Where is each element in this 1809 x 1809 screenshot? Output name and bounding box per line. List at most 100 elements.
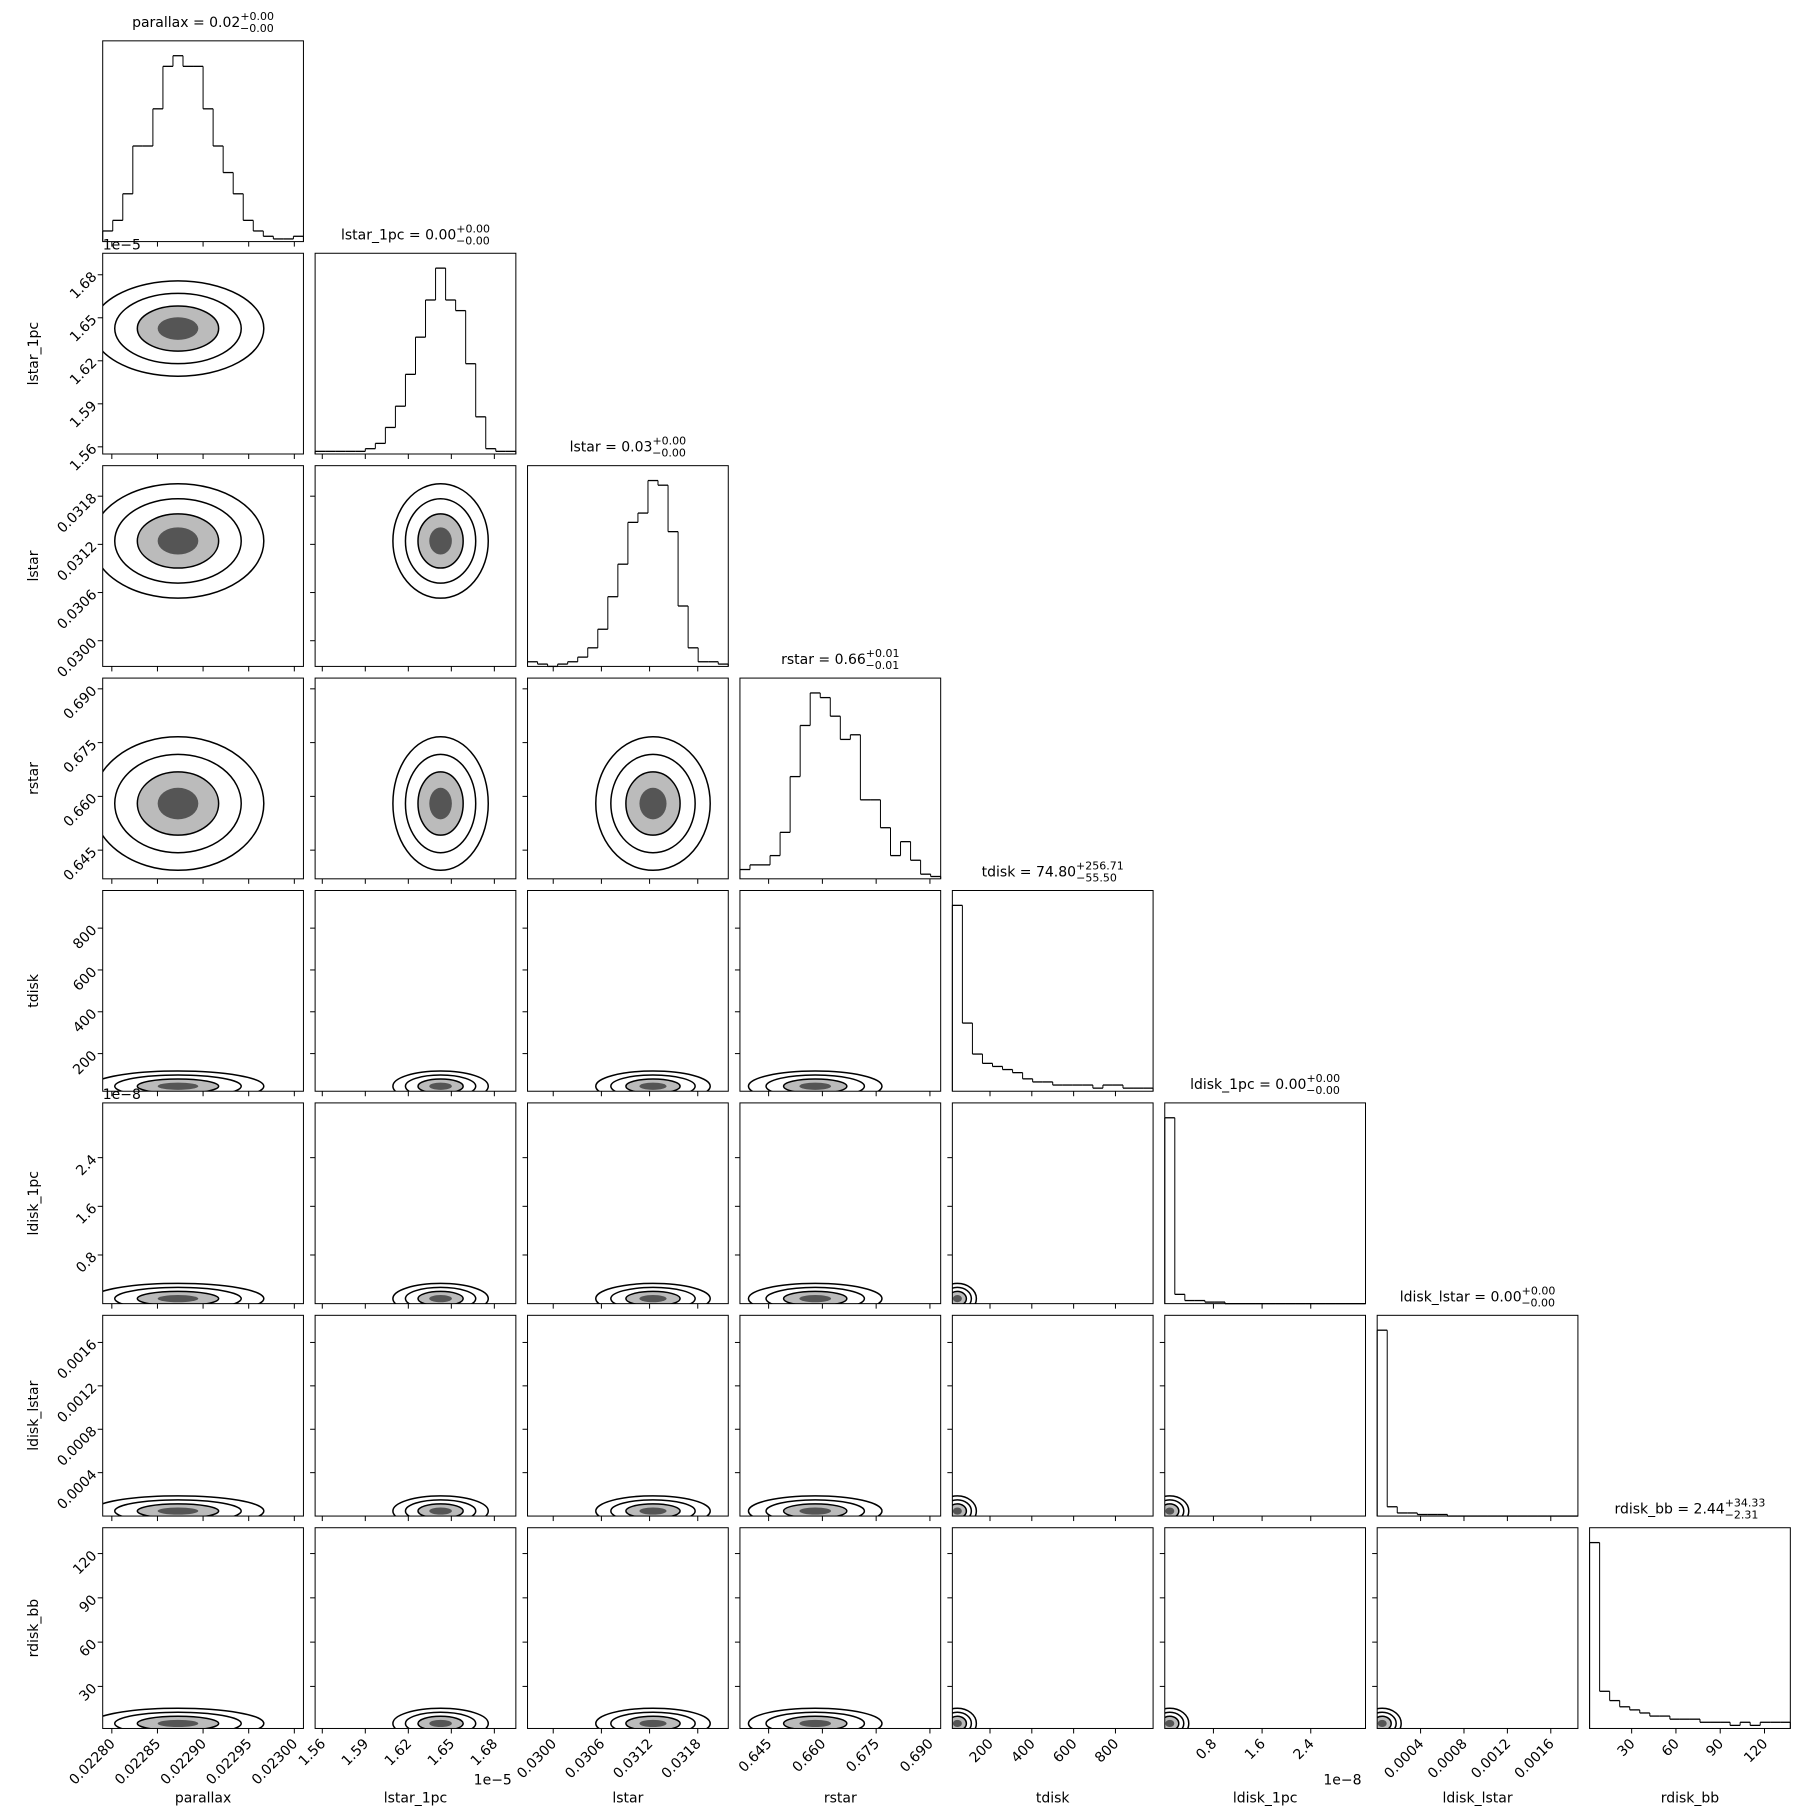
- panel: lstar_1pc = 0.00+0.00 −0.00: [314, 222, 517, 460]
- x-tick-label: 0.0008: [1425, 1736, 1471, 1782]
- density: [102, 483, 265, 599]
- x-tick-label: 800: [1092, 1736, 1122, 1766]
- title-upper: +0.00: [456, 222, 490, 235]
- contour: [782, 1503, 848, 1517]
- x-axis-label: parallax: [175, 1790, 231, 1806]
- panel: [734, 1314, 942, 1522]
- panel-frame: [1376, 1527, 1579, 1729]
- y-tick-label: 800: [70, 922, 100, 952]
- contour: [625, 771, 681, 836]
- density-core: [157, 1719, 199, 1728]
- y-tick-label: 1.56: [67, 441, 100, 474]
- y-tick-label: 120: [70, 1548, 100, 1578]
- y-tick-label: 0.0318: [54, 491, 100, 537]
- contour: [417, 1290, 464, 1304]
- density: [747, 1282, 883, 1304]
- contour: [114, 1499, 242, 1517]
- y-axis-label: rstar: [26, 762, 42, 795]
- contour: [114, 1286, 242, 1304]
- density-core: [639, 1719, 667, 1728]
- contour: [1164, 1715, 1180, 1729]
- density-core: [429, 787, 452, 820]
- density: [392, 736, 490, 872]
- x-axis-label: ldisk_1pc: [1233, 1790, 1298, 1806]
- panel-frame: [951, 1314, 1154, 1517]
- panel-frame: [314, 252, 517, 455]
- contour: [625, 1503, 681, 1517]
- x-tick-label: 0.0004: [1381, 1736, 1427, 1782]
- x-tick-label: 0.0318: [659, 1736, 705, 1782]
- panel-frame: [314, 465, 517, 667]
- title-lower: −2.31: [1725, 1509, 1759, 1522]
- contour: [417, 513, 464, 569]
- contour: [417, 1078, 464, 1092]
- x-axis-label: lstar: [612, 1790, 643, 1806]
- x-tick-label: 0.02290: [158, 1736, 210, 1788]
- x-tick-label: 0.0300: [514, 1736, 560, 1782]
- x-tick-label: 1.6: [1242, 1736, 1269, 1763]
- contour: [113, 753, 242, 854]
- panel-title: parallax = 0.02+0.00 −0.00: [132, 10, 274, 35]
- y-tick-label: 0.0312: [54, 539, 100, 585]
- contour: [747, 1495, 883, 1517]
- density-core: [1165, 1507, 1175, 1515]
- panel: 200 400 600 800: [947, 1527, 1154, 1766]
- density: [747, 1707, 883, 1729]
- contour: [595, 1282, 711, 1304]
- contour: [114, 1074, 242, 1092]
- title-upper: +256.71: [1076, 859, 1124, 872]
- contour: [765, 1499, 866, 1517]
- contour: [392, 1707, 489, 1729]
- panel: [522, 1102, 729, 1309]
- density-core: [1165, 1719, 1175, 1728]
- density-core: [799, 1082, 832, 1090]
- y-offset: 1e−8: [103, 1087, 141, 1103]
- title-main: rdisk_bb = 2.44: [1614, 1502, 1724, 1518]
- title-main: parallax = 0.02: [132, 15, 240, 31]
- contour: [1164, 1503, 1180, 1517]
- contour: [782, 1078, 848, 1092]
- panel-frame: [527, 1527, 729, 1729]
- title-upper: +0.00: [1522, 1284, 1556, 1297]
- title-lower: −0.00: [456, 234, 490, 247]
- panel: 30 60 90 120 0.022800.022850.022900.022950.0…: [66, 1527, 304, 1788]
- panel-frame: [102, 677, 304, 880]
- panel: [310, 1314, 517, 1522]
- x-tick-label: 60: [1659, 1736, 1683, 1760]
- y-axis-label: lstar: [26, 550, 42, 581]
- density-core: [157, 787, 199, 820]
- panel-frame: [102, 1102, 304, 1305]
- density: [747, 1495, 883, 1517]
- panel: [310, 677, 517, 884]
- title-upper: +0.00: [652, 435, 686, 448]
- contour: [1164, 1495, 1190, 1517]
- title-lower: −0.00: [240, 22, 274, 35]
- panel-frame: [314, 1527, 517, 1729]
- x-tick-label: 1.62: [382, 1736, 415, 1769]
- contour: [102, 1495, 265, 1517]
- density-core: [157, 1295, 199, 1303]
- contour: [102, 280, 265, 377]
- contour: [765, 1074, 866, 1092]
- title-upper: +0.01: [866, 647, 900, 660]
- panel-frame: [527, 465, 729, 667]
- contour: [392, 1282, 489, 1304]
- contour: [1377, 1715, 1392, 1729]
- x-tick-label: 0.0306: [562, 1736, 608, 1782]
- title-main: rstar = 0.66: [781, 652, 866, 668]
- panel: lstar = 0.03+0.00 −0.00: [527, 435, 729, 672]
- density-core: [952, 1719, 962, 1728]
- panel-frame: [739, 1314, 942, 1517]
- panel-frame: [102, 1314, 304, 1517]
- x-axis-label: rstar: [824, 1790, 857, 1806]
- x-tick-label: 400: [1008, 1736, 1038, 1766]
- title-main: ldisk_1pc = 0.00: [1190, 1077, 1306, 1093]
- density: [952, 1707, 978, 1729]
- contour: [952, 1282, 978, 1304]
- contour: [136, 513, 220, 569]
- contour: [404, 1711, 477, 1729]
- title-lower: −0.00: [1521, 1296, 1555, 1309]
- title-upper: +34.33: [1725, 1497, 1766, 1510]
- contour: [102, 1282, 265, 1304]
